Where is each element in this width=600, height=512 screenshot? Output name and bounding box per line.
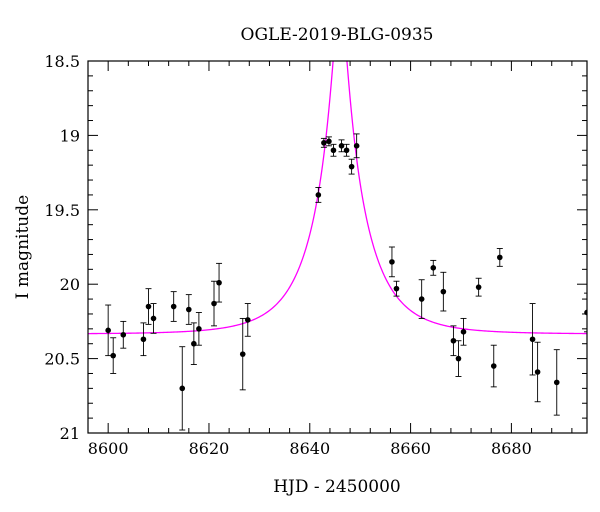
x-axis-label: HJD - 2450000: [273, 477, 401, 497]
x-tick-label: 8600: [88, 439, 129, 458]
data-point: [150, 315, 157, 322]
data-point: [105, 327, 111, 334]
x-tick-label: 8680: [491, 439, 532, 458]
data-point: [418, 296, 425, 302]
data-point: [353, 143, 360, 149]
data-point-group: [393, 280, 400, 297]
data-point-group: [320, 137, 327, 148]
data-point-group: [145, 288, 152, 325]
data-point: [239, 351, 246, 357]
data-point-group: [185, 294, 192, 325]
data-point: [321, 140, 327, 146]
data-point-group: [430, 259, 437, 276]
plot-area: [88, 61, 587, 431]
data-point-group: [140, 322, 147, 357]
data-point-group: [418, 279, 425, 319]
data-point-group: [195, 312, 202, 346]
data-point: [490, 363, 497, 369]
data-point: [475, 284, 482, 290]
data-point: [216, 279, 222, 286]
y-tick-label: 20.5: [44, 350, 80, 369]
data-point: [110, 352, 117, 359]
data-point: [553, 379, 560, 386]
data-point-group: [120, 320, 127, 349]
data-point-group: [529, 303, 536, 376]
data-point-group: [348, 158, 355, 175]
plot-frame: [87, 60, 588, 434]
data-point-group: [216, 262, 223, 303]
data-point: [120, 331, 127, 338]
data-point-group: [353, 133, 360, 159]
chart-title: OGLE-2019-BLG-0935: [241, 25, 434, 45]
data-point: [497, 254, 503, 261]
data-point-group: [105, 304, 112, 357]
data-point: [330, 147, 337, 154]
data-point-group: [496, 248, 503, 267]
data-point: [315, 192, 322, 198]
y-tick-label: 19.5: [44, 201, 80, 220]
data-point: [460, 329, 467, 335]
data-point: [393, 285, 400, 292]
data-point: [196, 326, 202, 332]
data-point-group: [534, 341, 541, 403]
data-point: [338, 143, 345, 149]
data-point: [440, 288, 447, 295]
data-point-group: [450, 325, 457, 357]
data-point-group: [150, 303, 157, 334]
data-point-group: [211, 280, 218, 327]
data-point-group: [490, 344, 497, 388]
data-point-group: [190, 322, 197, 366]
data-point-group: [110, 337, 117, 374]
data-point: [389, 259, 395, 265]
data-point-group: [179, 346, 186, 431]
data-point: [455, 355, 462, 362]
data-point-group: [315, 187, 322, 203]
data-point: [140, 336, 147, 343]
x-tick-label: 8640: [289, 439, 330, 458]
y-tick-label: 19: [60, 126, 80, 145]
data-point-group: [239, 317, 246, 391]
data-point-group: [325, 136, 332, 147]
data-point: [326, 138, 332, 145]
data-point-group: [244, 303, 251, 337]
data-point-group: [170, 291, 177, 322]
data-point: [529, 336, 536, 343]
data-point: [145, 303, 152, 310]
x-tick-label: 8620: [189, 439, 230, 458]
data-point: [191, 340, 197, 347]
data-point-group: [553, 349, 560, 416]
y-axis-label: I magnitude: [13, 195, 33, 299]
axis-ticks: 8600 8620 8640 8660 8680 18.5 19 19.5 20 20.5 21: [44, 52, 587, 458]
y-tick-label: 20: [60, 275, 80, 294]
plot-inner: [88, 61, 587, 431]
data-point-group: [338, 139, 345, 153]
data-point: [348, 163, 355, 170]
data-point: [186, 306, 192, 313]
data-point-group: [475, 277, 482, 297]
x-tick-label: 8660: [390, 439, 431, 458]
data-point: [211, 300, 217, 307]
data-point-group: [440, 271, 447, 312]
data-point: [179, 385, 186, 392]
data-point: [534, 369, 541, 375]
data-point: [450, 337, 457, 344]
data-point-group: [343, 143, 350, 157]
data-point: [170, 303, 177, 310]
data-point-group: [330, 143, 337, 157]
data-point: [343, 147, 350, 154]
data-point-group: [460, 317, 467, 346]
data-point: [244, 317, 251, 323]
model-curve: [88, 61, 587, 335]
y-tick-label: 18.5: [44, 52, 80, 71]
data-point-group: [388, 246, 395, 278]
y-tick-label: 21: [60, 424, 80, 443]
data-point: [430, 265, 437, 271]
data-point-group: [455, 340, 462, 377]
